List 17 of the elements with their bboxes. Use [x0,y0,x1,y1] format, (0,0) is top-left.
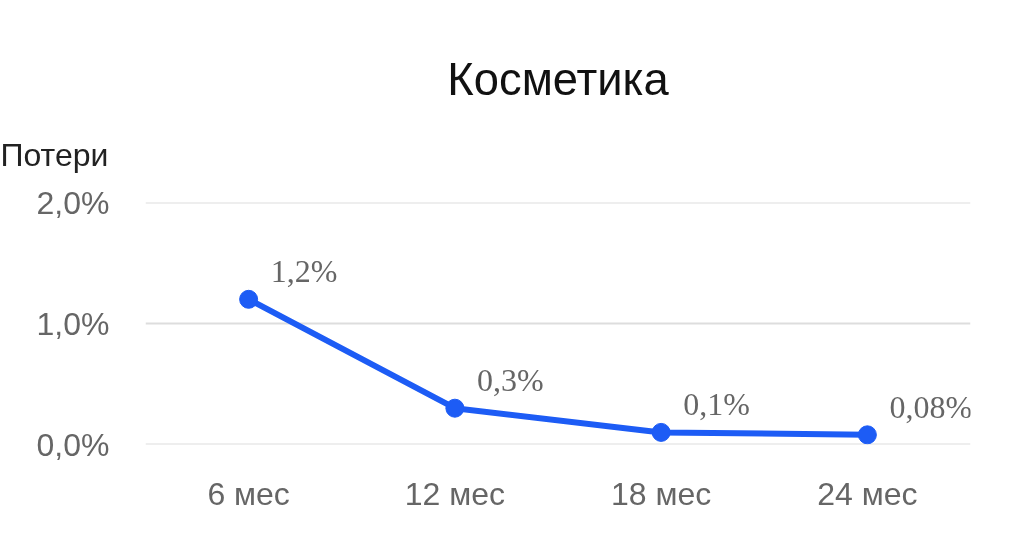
point [239,289,259,309]
data-label: 0,08% [889,388,973,425]
data-label: 0,1% [683,386,750,423]
point [857,425,877,445]
point [445,398,465,418]
data-label: 1,2% [270,253,338,290]
y-tick-label: 0,0% [36,426,110,463]
point [651,422,671,442]
x-tick-label: 24 мес [817,475,918,512]
x-tick-label: 12 мес [404,475,506,512]
x-tick-label: 18 мес [610,475,712,512]
data-label: 0,3% [476,362,544,399]
chart-title: Косметика [447,53,670,105]
y-axis-title: Потери [0,136,109,173]
y-tick-label: 1,0% [36,305,110,342]
x-tick-label: 6 мес [207,475,290,512]
y-tick-label: 2,0% [36,184,110,221]
